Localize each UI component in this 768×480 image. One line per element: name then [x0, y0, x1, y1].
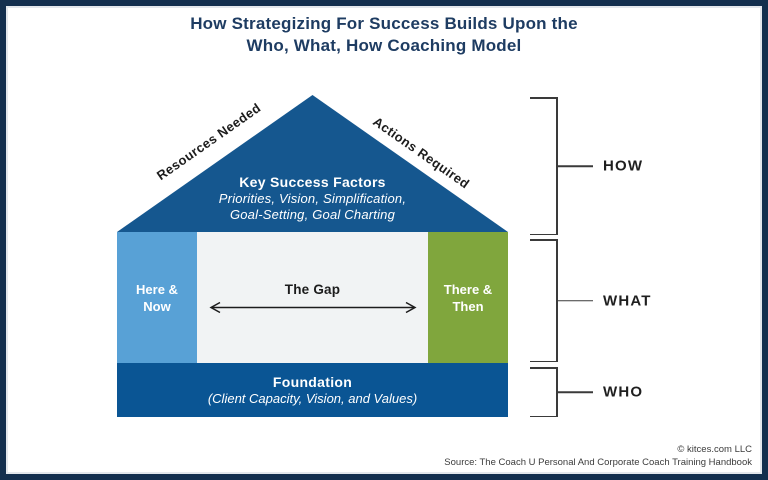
here-now-box: Here & Now — [117, 232, 197, 363]
gap-label: The Gap — [284, 282, 341, 297]
bracket-who: WHO — [530, 367, 700, 417]
bracket-tick-line — [530, 97, 556, 99]
bracket-pointer-line — [557, 165, 593, 167]
roof-subline-2: Goal-Setting, Goal Charting — [229, 207, 396, 222]
bracket-pointer-line — [557, 299, 593, 302]
title-line-1: How Strategizing For Success Builds Upon… — [190, 14, 578, 33]
foundation-subline: (Client Capacity, Vision, and Values) — [207, 391, 418, 406]
bracket-tick-line — [530, 360, 556, 362]
bracket-tick-line — [530, 239, 556, 241]
title-line-2: Who, What, How Coaching Model — [246, 36, 522, 55]
footer-attribution: © kitces.com LLC Source: The Coach U Per… — [444, 443, 752, 469]
bracket-tick-line — [530, 233, 556, 235]
bracket-label-how: HOW — [603, 157, 644, 175]
bracket-vertical-line — [556, 367, 558, 417]
bracket-tick-line — [530, 415, 556, 417]
bracket-how: HOW — [530, 97, 700, 235]
source-text: Source: The Coach U Personal And Corpora… — [444, 457, 752, 468]
copyright-text: © kitces.com LLC — [677, 444, 752, 455]
bracket-vertical-line — [556, 239, 558, 362]
there-then-line-1: There & — [443, 281, 493, 297]
bracket-what: WHAT — [530, 239, 700, 362]
bracket-tick-line — [530, 367, 556, 369]
there-then-box: There & Then — [428, 232, 508, 363]
bracket-vertical-line — [556, 97, 558, 235]
bracket-pointer-line — [557, 391, 593, 393]
roof-heading: Key Success Factors — [239, 174, 386, 190]
page-title: How Strategizing For Success Builds Upon… — [0, 13, 768, 57]
foundation-heading: Foundation — [272, 374, 353, 390]
gap-double-arrow-icon — [208, 301, 417, 314]
there-then-line-2: Then — [452, 298, 484, 314]
roof-subline-1: Priorities, Vision, Simplification, — [218, 191, 407, 206]
bracket-label-who: WHO — [603, 383, 644, 401]
here-now-line-1: Here & — [136, 281, 178, 297]
here-now-line-2: Now — [143, 298, 171, 314]
roof-text-block: Key Success Factors Priorities, Vision, … — [117, 173, 508, 223]
foundation-bar: Foundation (Client Capacity, Vision, and… — [117, 363, 508, 417]
gap-box: The Gap — [197, 232, 428, 363]
bracket-label-what: WHAT — [603, 292, 652, 309]
